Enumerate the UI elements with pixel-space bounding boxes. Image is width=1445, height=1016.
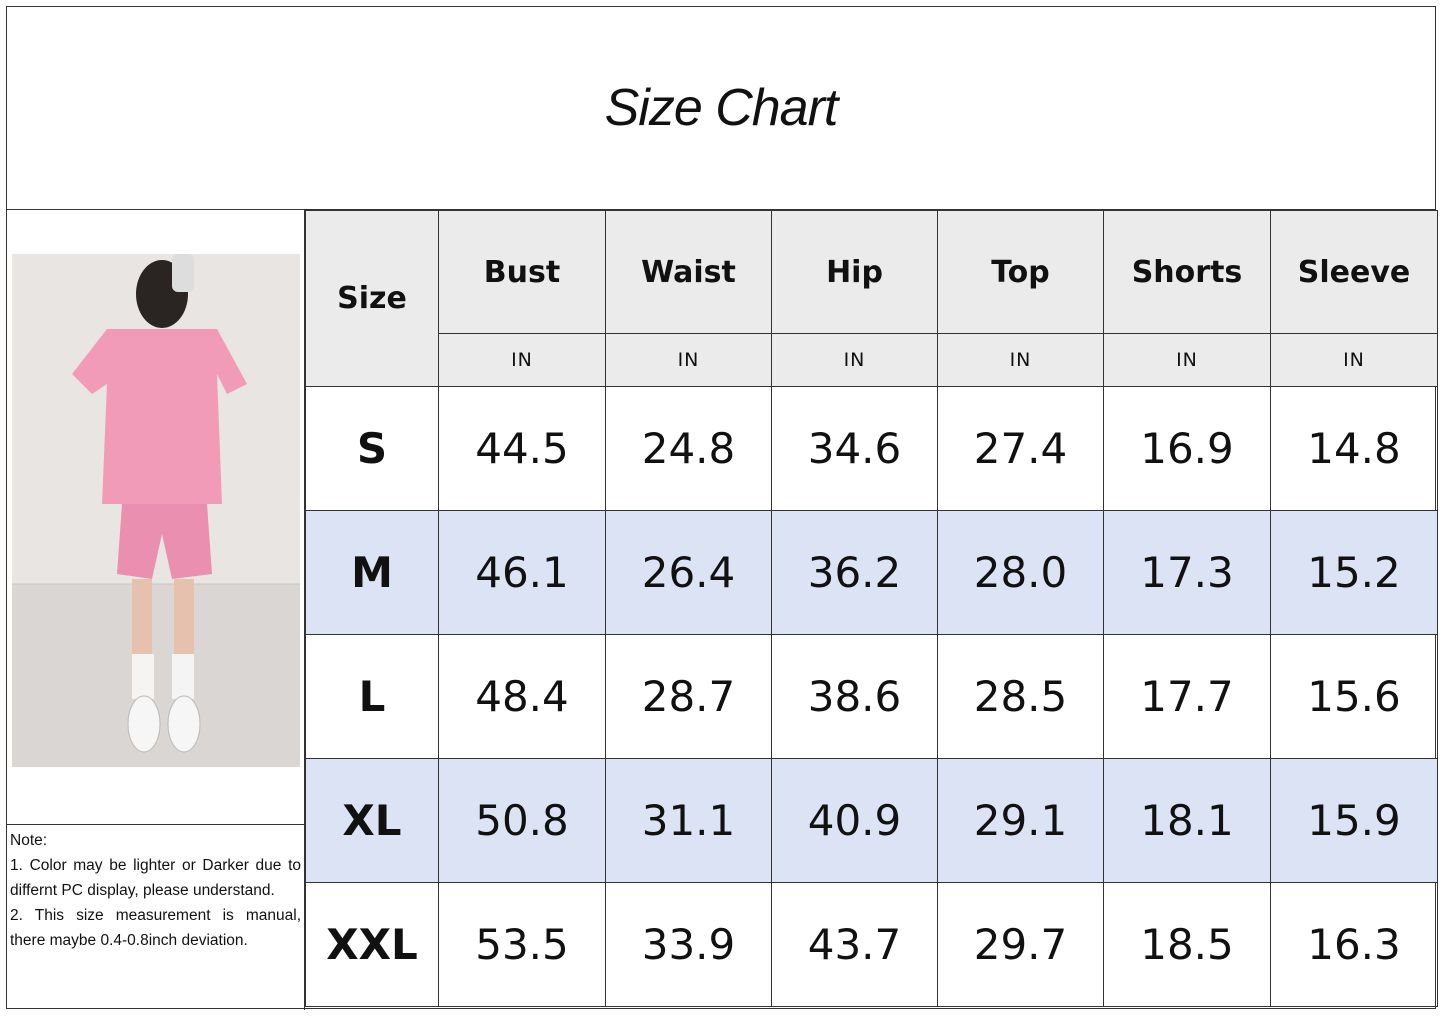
measurement-cell: 28.5 (937, 634, 1104, 759)
size-cell: S (305, 386, 439, 511)
left-panel (6, 210, 305, 1010)
measurement-cell: 29.1 (937, 758, 1104, 883)
unit-label: IN (771, 333, 938, 387)
column-header: Top (937, 210, 1104, 334)
measurement-cell: 17.3 (1103, 510, 1271, 635)
column-header: Hip (771, 210, 938, 334)
table-row: L 48.4 28.7 38.6 28.5 17.7 15.6 (305, 634, 1438, 759)
table-row: M 46.1 26.4 36.2 28.0 17.3 15.2 (305, 510, 1438, 635)
measurement-cell: 46.1 (438, 510, 606, 635)
size-cell: XL (305, 758, 439, 883)
size-table: Size Bust Waist Hip Top Shorts Sleeve IN… (305, 210, 1438, 1007)
measurement-cell: 50.8 (438, 758, 606, 883)
measurement-cell: 16.3 (1270, 882, 1438, 1007)
measurement-cell: 53.5 (438, 882, 606, 1007)
column-header: Waist (605, 210, 772, 334)
product-photo (12, 254, 300, 767)
note-line-1: 1. Color may be lighter or Darker due to… (10, 857, 301, 899)
measurement-cell: 26.4 (605, 510, 772, 635)
measurement-cell: 15.6 (1270, 634, 1438, 759)
note-box: Note: 1. Color may be lighter or Darker … (6, 824, 305, 1010)
measurement-cell: 33.9 (605, 882, 772, 1007)
measurement-cell: 34.6 (771, 386, 938, 511)
page-title: Size Chart (6, 6, 1436, 210)
measurement-cell: 43.7 (771, 882, 938, 1007)
measurement-cell: 24.8 (605, 386, 772, 511)
note-line-2: 2. This size measurement is manual, ther… (10, 907, 301, 949)
header-row: Size Bust Waist Hip Top Shorts Sleeve (305, 210, 1438, 387)
measurement-cell: 15.2 (1270, 510, 1438, 635)
measurement-cell: 28.0 (937, 510, 1104, 635)
unit-label: IN (605, 333, 772, 387)
unit-label: IN (1270, 333, 1438, 387)
size-cell: L (305, 634, 439, 759)
measurement-cell: 36.2 (771, 510, 938, 635)
table-row: XXL 53.5 33.9 43.7 29.7 18.5 16.3 (305, 882, 1438, 1007)
measurement-cell: 38.6 (771, 634, 938, 759)
measurement-cell: 27.4 (937, 386, 1104, 511)
measurement-cell: 44.5 (438, 386, 606, 511)
column-header: Sleeve (1270, 210, 1438, 334)
unit-label: IN (1103, 333, 1271, 387)
size-cell: M (305, 510, 439, 635)
measurement-cell: 18.5 (1103, 882, 1271, 1007)
unit-label: IN (937, 333, 1104, 387)
measurement-cell: 16.9 (1103, 386, 1271, 511)
column-header: Shorts (1103, 210, 1271, 334)
measurement-cell: 15.9 (1270, 758, 1438, 883)
unit-label: IN (438, 333, 606, 387)
measurement-cell: 31.1 (605, 758, 772, 883)
column-header: Bust (438, 210, 606, 334)
measurement-cell: 28.7 (605, 634, 772, 759)
unit-row: IN IN IN IN IN IN (306, 333, 1438, 387)
measurement-cell: 48.4 (438, 634, 606, 759)
note-heading: Note: (10, 832, 48, 849)
measurement-cell: 17.7 (1103, 634, 1271, 759)
measurement-cell: 29.7 (937, 882, 1104, 1007)
measurement-cell: 40.9 (771, 758, 938, 883)
table-row: XL 50.8 31.1 40.9 29.1 18.1 15.9 (305, 758, 1438, 883)
size-cell: XXL (305, 882, 439, 1007)
measurement-cell: 18.1 (1103, 758, 1271, 883)
table-row: S 44.5 24.8 34.6 27.4 16.9 14.8 (305, 386, 1438, 511)
measurement-cell: 14.8 (1270, 386, 1438, 511)
size-header: Size (305, 210, 439, 387)
